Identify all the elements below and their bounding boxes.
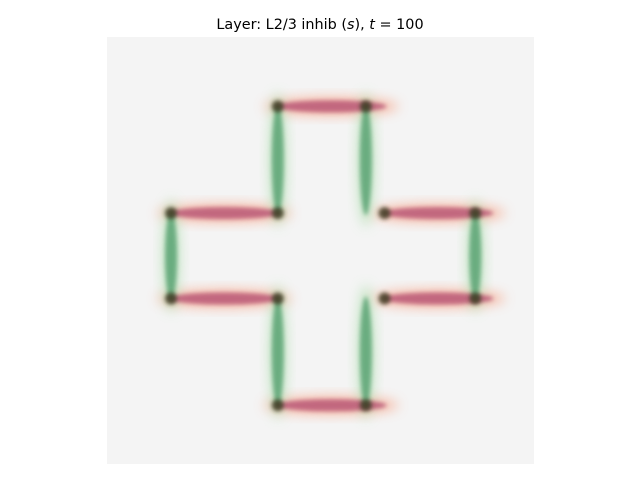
title-suffix: = 100 xyxy=(375,17,424,33)
junction-9 xyxy=(469,292,482,305)
vertical-segment-5 xyxy=(359,296,372,408)
junction-10 xyxy=(271,399,284,412)
horizontal-segment-1 xyxy=(169,207,280,220)
junction-3 xyxy=(271,207,284,220)
vertical-segment-2 xyxy=(165,211,178,301)
junction-5 xyxy=(469,207,482,220)
junction-7 xyxy=(271,292,284,305)
horizontal-segment-3 xyxy=(169,292,280,305)
title-symbol-t: t xyxy=(369,17,376,33)
horizontal-segment-2 xyxy=(382,207,494,220)
heatmap-marks xyxy=(157,92,506,420)
title-prefix: Layer: L2/3 inhib ( xyxy=(216,17,347,33)
horizontal-segment-0 xyxy=(275,100,387,113)
title-symbol-s: s xyxy=(347,17,355,33)
junction-0 xyxy=(271,100,284,113)
junction-6 xyxy=(165,292,178,305)
chart-title: Layer: L2/3 inhib (s), t = 100 xyxy=(216,17,423,33)
junction-8 xyxy=(378,292,391,305)
title-mid: ), xyxy=(355,17,370,33)
vertical-segment-4 xyxy=(271,296,284,408)
junction-2 xyxy=(165,207,178,220)
vertical-segment-0 xyxy=(271,104,284,216)
horizontal-segment-4 xyxy=(382,292,494,305)
vertical-segment-3 xyxy=(469,211,482,301)
junction-11 xyxy=(359,399,372,412)
horizontal-segment-5 xyxy=(275,399,387,412)
vertical-segment-1 xyxy=(359,104,372,216)
junction-4 xyxy=(378,207,391,220)
junction-1 xyxy=(359,100,372,113)
